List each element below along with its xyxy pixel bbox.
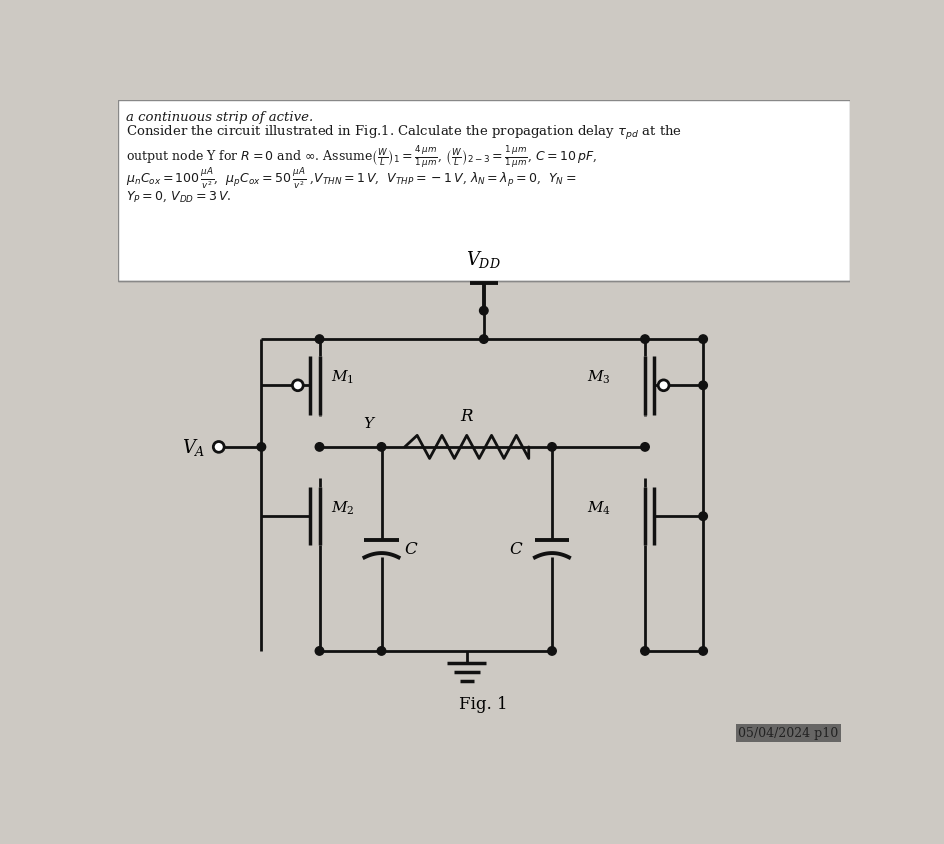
Circle shape (293, 381, 303, 392)
Text: $V_A$: $V_A$ (182, 437, 206, 457)
Text: C: C (405, 541, 417, 558)
Text: a continuous strip of active.: a continuous strip of active. (126, 111, 313, 123)
Text: C: C (510, 541, 522, 558)
Text: 05/04/2024 p10: 05/04/2024 p10 (738, 727, 839, 739)
Text: $M_1$: $M_1$ (331, 368, 354, 386)
Circle shape (548, 647, 556, 656)
Circle shape (699, 512, 707, 521)
Text: $\mu_n C_{ox} = 100\,\frac{\mu A}{v^2}$,  $\mu_p C_{ox} = 50\,\frac{\mu A}{v^2}$: $\mu_n C_{ox} = 100\,\frac{\mu A}{v^2}$,… (126, 166, 576, 192)
Circle shape (641, 647, 649, 656)
FancyBboxPatch shape (118, 101, 850, 282)
Circle shape (315, 335, 324, 344)
Circle shape (699, 335, 707, 344)
Circle shape (641, 443, 649, 452)
Circle shape (548, 443, 556, 452)
Text: $V_{DD}$: $V_{DD}$ (466, 249, 501, 270)
Circle shape (378, 443, 386, 452)
Circle shape (315, 443, 324, 452)
Circle shape (480, 335, 488, 344)
Circle shape (641, 335, 649, 344)
Text: R: R (461, 408, 473, 425)
Circle shape (699, 647, 707, 656)
Text: output node Y for $R = 0$ and $\infty$. Assume$\left(\frac{W}{L}\right)_1 = \fra: output node Y for $R = 0$ and $\infty$. … (126, 143, 597, 170)
Circle shape (480, 307, 488, 316)
Circle shape (699, 381, 707, 390)
Circle shape (315, 647, 324, 656)
Text: $M_3$: $M_3$ (587, 368, 611, 386)
Circle shape (257, 443, 265, 452)
Text: $M_4$: $M_4$ (587, 499, 611, 516)
Text: Y: Y (363, 416, 374, 430)
Text: Consider the circuit illustrated in Fig.1. Calculate the propagation delay $\tau: Consider the circuit illustrated in Fig.… (126, 124, 682, 143)
Text: $M_2$: $M_2$ (331, 499, 355, 516)
Circle shape (378, 647, 386, 656)
Circle shape (213, 442, 224, 452)
Text: Fig. 1: Fig. 1 (460, 695, 508, 712)
Text: $Y_P = 0$, $V_{DD} = 3\,V$.: $Y_P = 0$, $V_{DD} = 3\,V$. (126, 189, 231, 203)
Circle shape (658, 381, 669, 392)
